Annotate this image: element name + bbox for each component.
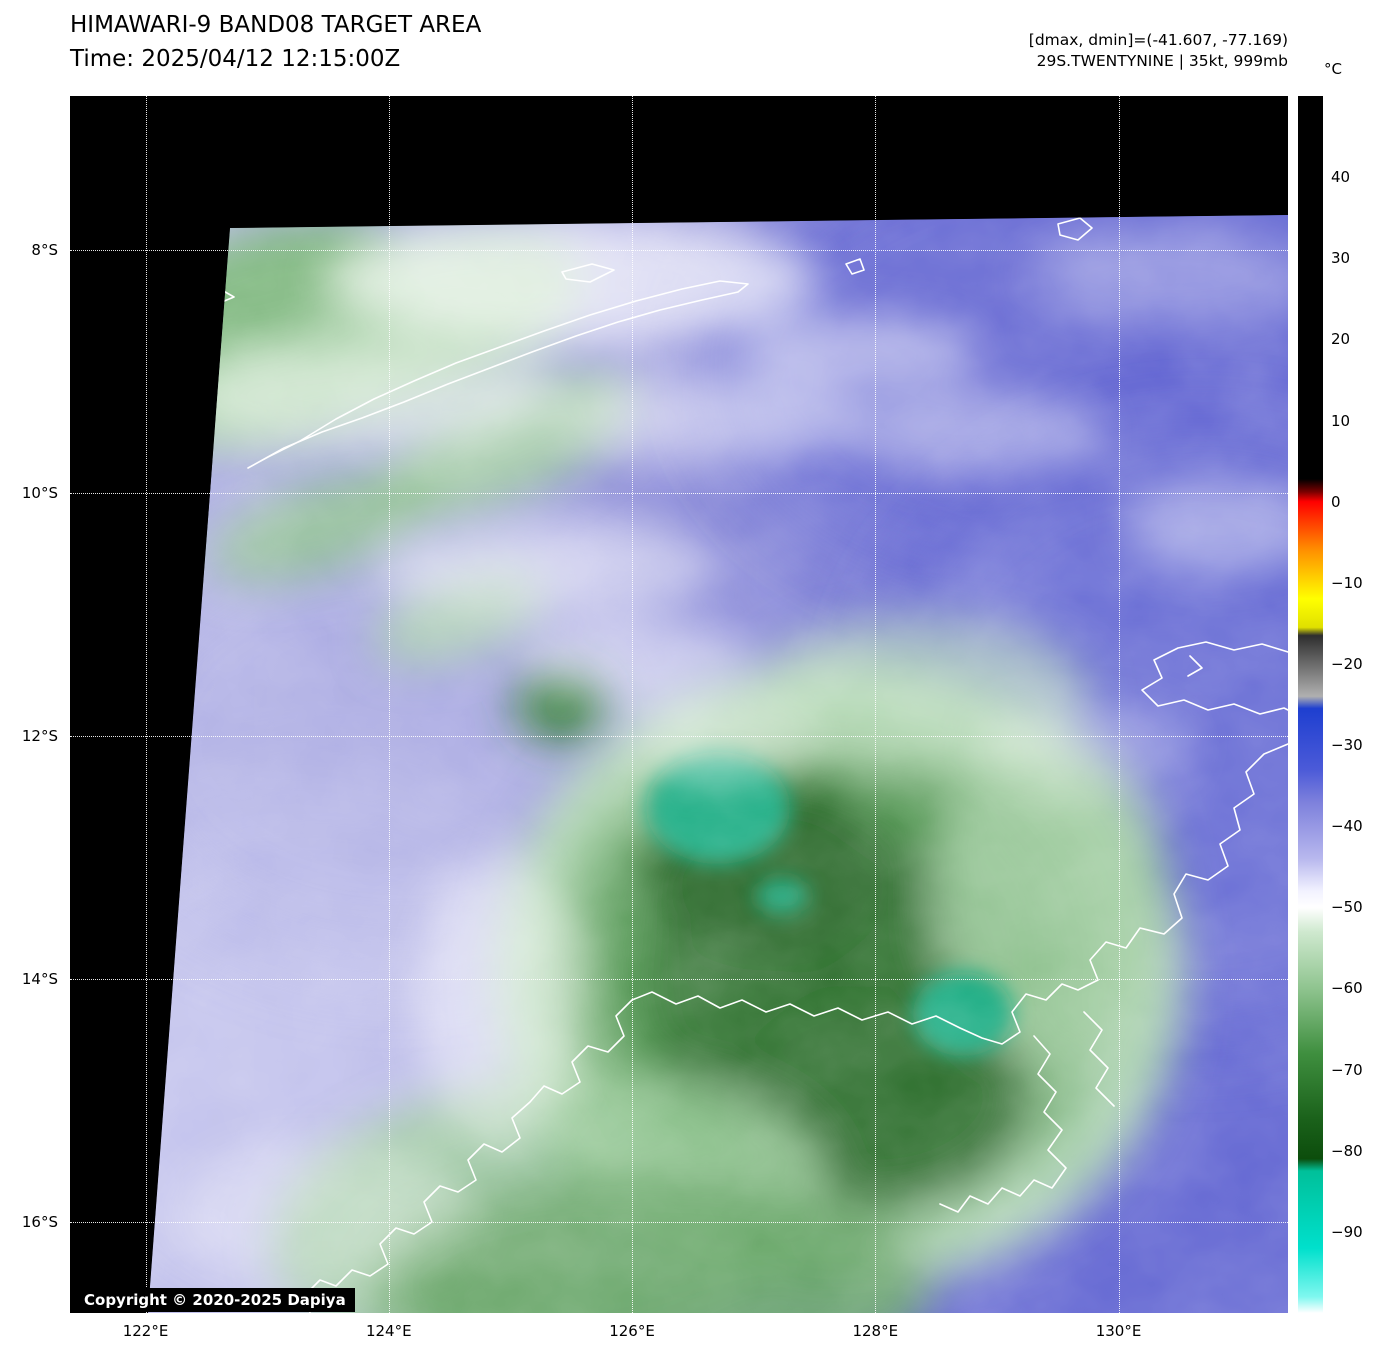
coastline-timor (247, 280, 749, 469)
cloud-texture (148, 215, 1288, 1313)
colorbar-tick-label: −10 (1331, 573, 1363, 592)
lat-tick-label: 14°S (21, 970, 58, 988)
dmax-dmin-label: [dmax, dmin]=(-41.607, -77.169) (1028, 31, 1288, 49)
lon-tick-label: 126°E (609, 1322, 655, 1340)
colorbar-tick-label: −70 (1331, 1060, 1363, 1079)
coastline-tiwi-islands (1141, 641, 1288, 715)
lon-tick-label: 128°E (852, 1322, 899, 1340)
colorbar-tick-label: −30 (1331, 736, 1363, 755)
figure-title: HIMAWARI-9 BAND08 TARGET AREA (70, 12, 482, 38)
map-plot: Copyright © 2020-2025 Dapiya (70, 96, 1288, 1313)
coastline-australia-main (305, 743, 1288, 1313)
colorbar-tick-label: −60 (1331, 979, 1363, 998)
colorbar-tick-label: −50 (1331, 898, 1363, 917)
colorbar-gradient (1298, 96, 1323, 1313)
colorbar-ticks: 40 30 20 10 0 −10 −20 −30 −40 −50 −60 −70 −80 −90 (1331, 96, 1387, 1313)
satellite-map-art (70, 96, 1288, 1313)
coastlines (148, 215, 1288, 1313)
colorbar-tick-label: 20 (1331, 330, 1351, 349)
colorbar-tick-label: 10 (1331, 411, 1351, 430)
colorbar-tick-label: −20 (1331, 654, 1363, 673)
lon-tick-label: 130°E (1095, 1322, 1142, 1340)
lon-tick-label: 124°E (365, 1322, 412, 1340)
coastline-small-islands (561, 215, 1257, 283)
lat-tick-label: 12°S (21, 727, 58, 745)
colorbar-tick-label: 0 (1331, 492, 1341, 511)
colorbar-tick-label: −80 (1331, 1141, 1363, 1160)
storm-info-label: 29S.TWENTYNINE | 35kt, 999mb (1036, 52, 1288, 70)
target-area-swath (148, 215, 1288, 1313)
colorbar-unit-label: °C (1324, 60, 1342, 78)
coastline-kimberley-peninsulas (939, 1011, 1115, 1213)
info-block: [dmax, dmin]=(-41.607, -77.169) 29S.TWEN… (1029, 30, 1288, 72)
colorbar-tick-label: −90 (1331, 1222, 1363, 1241)
copyright-badge: Copyright © 2020-2025 Dapiya (75, 1288, 355, 1312)
lat-tick-label: 16°S (21, 1213, 58, 1231)
lat-tick-label: 8°S (31, 241, 58, 259)
lat-tick-label: 10°S (21, 484, 58, 502)
colorbar-tick-label: 40 (1331, 168, 1351, 187)
colorbar-tick-label: 30 (1331, 249, 1351, 268)
coastline-alor-chain (148, 288, 235, 338)
colorbar-tick-label: −40 (1331, 817, 1363, 836)
figure-time: Time: 2025/04/12 12:15:00Z (70, 46, 401, 72)
lon-tick-label: 122°E (122, 1322, 169, 1340)
